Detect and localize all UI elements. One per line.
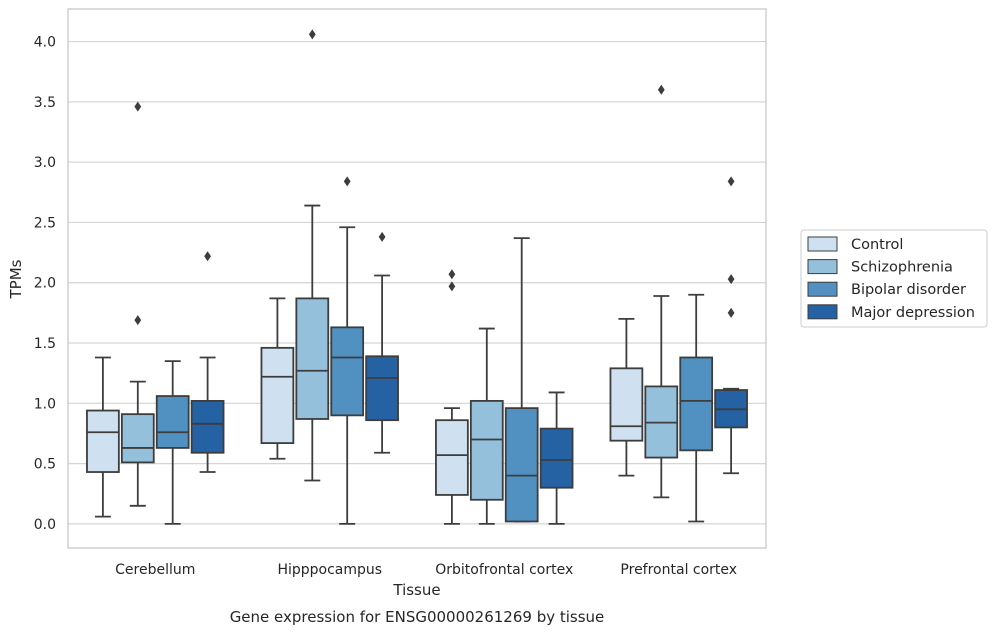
box-iqr xyxy=(330,326,365,417)
box-iqr xyxy=(260,346,295,444)
box xyxy=(714,176,748,475)
figure-caption: Gene expression for ENSG00000261269 by t… xyxy=(230,608,605,626)
y-tick-label: 0.5 xyxy=(34,457,56,473)
legend: Control Schizophrenia Bipolar disorder Majo… xyxy=(800,229,988,328)
box xyxy=(435,269,469,525)
box-iqr xyxy=(295,297,330,420)
outlier-point xyxy=(727,274,735,285)
x-axis-ticks: Cerebellum Hipppocampus Orbitofrontal cort… xyxy=(115,562,737,578)
box xyxy=(609,317,644,477)
box-iqr xyxy=(469,399,504,501)
y-tick-label: 2.0 xyxy=(34,276,56,292)
y-tick-label: 1.0 xyxy=(34,396,56,412)
box xyxy=(330,176,365,525)
box-iqr xyxy=(190,399,225,454)
outlier-point xyxy=(134,315,142,326)
box xyxy=(539,391,574,525)
y-tick-label: 4.0 xyxy=(34,35,56,51)
y-tick-label: 3.0 xyxy=(34,155,56,171)
y-axis-label: TPMs xyxy=(7,259,25,299)
outlier-point xyxy=(308,29,316,40)
y-tick-label: 1.5 xyxy=(34,336,56,352)
legend-label: Major depression xyxy=(851,305,975,321)
box-iqr xyxy=(435,419,469,496)
x-axis-label: Tissue xyxy=(392,581,440,599)
legend-frame xyxy=(800,229,988,328)
legend-label: Control xyxy=(851,237,903,253)
plot-area xyxy=(67,8,767,549)
legend-label: Bipolar disorder xyxy=(851,282,966,298)
box xyxy=(504,237,539,523)
outlier-point xyxy=(448,269,456,280)
box-iqr xyxy=(120,413,155,464)
x-tick-label: Prefrontal cortex xyxy=(620,562,737,578)
outlier-point xyxy=(343,176,351,187)
box-iqr xyxy=(86,409,120,473)
box-iqr xyxy=(609,367,644,442)
box-iqr xyxy=(504,407,539,523)
y-tick-label: 0.0 xyxy=(34,517,56,533)
outlier-point xyxy=(727,307,735,318)
box-iqr xyxy=(365,355,399,422)
outlier-point xyxy=(727,176,735,187)
x-tick-label: Cerebellum xyxy=(115,562,195,578)
outlier-point xyxy=(134,101,142,112)
box xyxy=(260,297,295,460)
outlier-point xyxy=(204,251,211,262)
x-tick-label: Hipppocampus xyxy=(277,562,382,578)
legend-label: Schizophrenia xyxy=(851,260,953,276)
outlier-point xyxy=(378,231,386,242)
box-iqr xyxy=(539,427,574,489)
box xyxy=(120,101,155,507)
box xyxy=(155,360,190,525)
box xyxy=(190,251,225,473)
box xyxy=(365,231,399,454)
box-iqr xyxy=(155,395,190,449)
legend-swatch xyxy=(807,236,838,252)
x-tick-label: Orbitofrontal cortex xyxy=(435,562,573,578)
box xyxy=(86,356,120,518)
box xyxy=(295,29,330,482)
outlier-point xyxy=(657,84,665,95)
y-tick-label: 3.5 xyxy=(34,95,56,111)
legend-swatch xyxy=(807,304,838,320)
outlier-point xyxy=(448,281,456,292)
box xyxy=(644,84,679,499)
box xyxy=(679,293,714,523)
box xyxy=(469,327,504,525)
legend-swatch xyxy=(807,259,838,275)
legend-swatch xyxy=(807,281,838,297)
box-series xyxy=(86,29,748,525)
box-iqr xyxy=(679,356,714,452)
y-tick-label: 2.5 xyxy=(34,215,56,231)
y-axis-ticks: 0.0 0.5 1.0 1.5 2.0 2.5 3.0 3.5 4.0 xyxy=(34,35,56,533)
